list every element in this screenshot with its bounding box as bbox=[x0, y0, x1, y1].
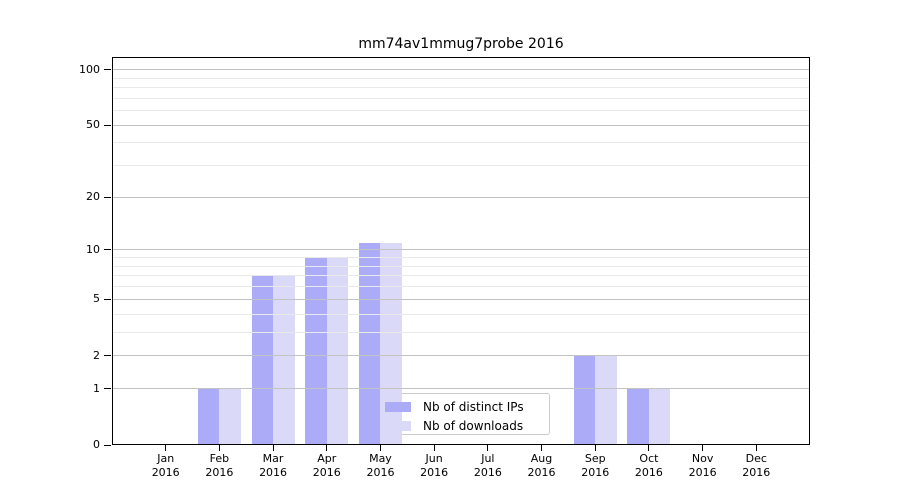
x-tick-mark-oct bbox=[648, 445, 650, 451]
x-tick-label-oct: Oct 2016 bbox=[634, 452, 663, 479]
bar-mar-2016-distinct-ips bbox=[251, 275, 274, 445]
x-tick-label-jul: Jul 2016 bbox=[473, 452, 502, 479]
x-tick-label-dec: Dec 2016 bbox=[742, 452, 771, 479]
x-tick-label-nov: Nov 2016 bbox=[688, 452, 717, 479]
gridline-3 bbox=[112, 331, 810, 333]
y-tick-label-50: 50 bbox=[86, 118, 100, 132]
x-tick-mark-jun bbox=[433, 445, 435, 451]
x-tick-mark-may bbox=[379, 445, 381, 451]
y-tick-mark-10 bbox=[104, 249, 111, 251]
y-tick-label-10: 10 bbox=[86, 242, 100, 256]
y-tick-label-5: 5 bbox=[93, 292, 100, 306]
gridline-60 bbox=[112, 110, 810, 112]
gridline-5 bbox=[112, 298, 810, 300]
x-tick-label-feb: Feb 2016 bbox=[205, 452, 234, 479]
bar-oct-2016-downloads bbox=[648, 388, 671, 445]
gridline-90 bbox=[112, 77, 810, 79]
bar-feb-2016-distinct-ips bbox=[197, 388, 220, 445]
legend-item-distinct-ips: Nb of distinct IPs bbox=[385, 399, 550, 414]
y-tick-mark-2 bbox=[104, 355, 111, 357]
x-tick-mark-nov bbox=[702, 445, 704, 451]
bar-apr-2016-downloads bbox=[326, 257, 349, 445]
y-tick-mark-1 bbox=[104, 388, 111, 390]
y-tick-label-100: 100 bbox=[79, 62, 100, 76]
gridline-8 bbox=[112, 265, 810, 267]
bar-mar-2016-downloads bbox=[273, 275, 295, 445]
legend-swatch-distinct-ips bbox=[385, 401, 411, 412]
x-tick-mark-aug bbox=[541, 445, 543, 451]
x-tick-mark-mar bbox=[272, 445, 274, 451]
chart-title: mm74av1mmug7probe 2016 bbox=[358, 36, 564, 52]
y-tick-label-20: 20 bbox=[86, 190, 100, 204]
x-tick-label-aug: Aug 2016 bbox=[527, 452, 556, 479]
gridline-20 bbox=[112, 196, 810, 198]
gridline-7 bbox=[112, 275, 810, 277]
gridlines-layer bbox=[112, 57, 810, 445]
gridline-9 bbox=[112, 257, 810, 259]
y-tick-mark-100 bbox=[104, 69, 111, 71]
plot-area: Nb of distinct IPs Nb of downloads bbox=[112, 57, 810, 445]
x-tick-label-sep: Sep 2016 bbox=[581, 452, 610, 479]
bar-may-2016-downloads bbox=[380, 242, 402, 445]
bar-sep-2016-distinct-ips bbox=[573, 355, 596, 445]
bar-oct-2016-distinct-ips bbox=[627, 388, 649, 445]
x-tick-label-jan: Jan 2016 bbox=[151, 452, 180, 479]
bars-layer bbox=[112, 57, 810, 445]
gridline-2 bbox=[112, 355, 810, 357]
y-tick-label-2: 2 bbox=[93, 348, 100, 362]
gridline-4 bbox=[112, 313, 810, 315]
gridline-80 bbox=[112, 87, 810, 89]
gridline-70 bbox=[112, 97, 810, 99]
x-tick-label-apr: Apr 2016 bbox=[312, 452, 341, 479]
y-tick-mark-50 bbox=[104, 124, 111, 126]
bar-apr-2016-distinct-ips bbox=[305, 257, 327, 445]
x-tick-mark-apr bbox=[326, 445, 328, 451]
x-tick-mark-dec bbox=[755, 445, 757, 451]
x-tick-label-may: May 2016 bbox=[366, 452, 395, 479]
legend-label-distinct-ips: Nb of distinct IPs bbox=[423, 399, 524, 414]
gridline-1 bbox=[112, 388, 810, 390]
y-tick-mark-0 bbox=[104, 444, 111, 446]
x-tick-mark-sep bbox=[594, 445, 596, 451]
x-tick-label-mar: Mar 2016 bbox=[259, 452, 288, 479]
bar-sep-2016-downloads bbox=[595, 355, 617, 445]
bar-may-2016-distinct-ips bbox=[358, 242, 381, 445]
y-tick-label-0: 0 bbox=[93, 438, 100, 451]
gridline-100 bbox=[112, 69, 810, 71]
x-tick-mark-jan bbox=[165, 445, 167, 451]
x-tick-label-jun: Jun 2016 bbox=[420, 452, 449, 479]
legend-swatch-downloads bbox=[385, 420, 411, 431]
gridline-30 bbox=[112, 165, 810, 167]
y-tick-label-1: 1 bbox=[93, 381, 100, 395]
x-tick-mark-jul bbox=[487, 445, 489, 451]
gridline-50 bbox=[112, 124, 810, 126]
gridline-40 bbox=[112, 142, 810, 144]
legend-item-downloads: Nb of downloads bbox=[385, 418, 550, 433]
y-tick-mark-20 bbox=[104, 196, 111, 198]
x-tick-mark-feb bbox=[218, 445, 220, 451]
bar-feb-2016-downloads bbox=[219, 388, 241, 445]
legend-label-downloads: Nb of downloads bbox=[423, 418, 524, 433]
gridline-10 bbox=[112, 249, 810, 251]
gridline-6 bbox=[112, 286, 810, 288]
legend: Nb of distinct IPs Nb of downloads bbox=[380, 393, 550, 435]
y-tick-mark-5 bbox=[104, 298, 111, 300]
